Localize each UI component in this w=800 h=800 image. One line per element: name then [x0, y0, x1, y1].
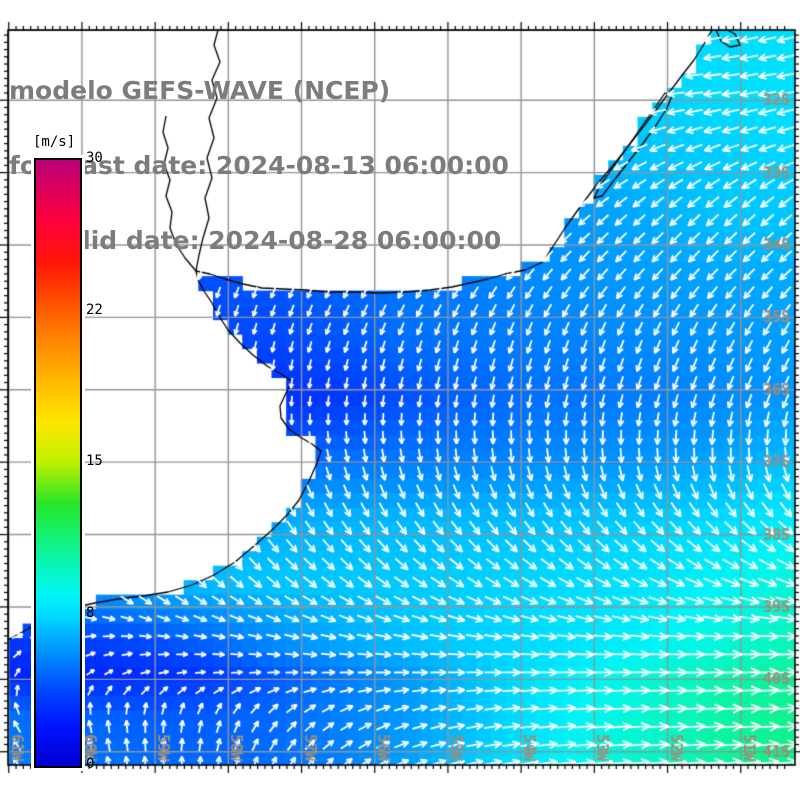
colorbar-tick-label: 0 — [86, 756, 95, 772]
colorbar-gradient — [34, 158, 82, 768]
colorbar-tick-label: 22 — [86, 301, 103, 318]
colorbar-unit-label: [m/s] — [31, 134, 78, 150]
colorbar-tick-label: 8 — [86, 604, 95, 621]
colorbar-tick-label: 15 — [86, 453, 103, 469]
colorbar-tick-label: 30 — [86, 150, 103, 166]
